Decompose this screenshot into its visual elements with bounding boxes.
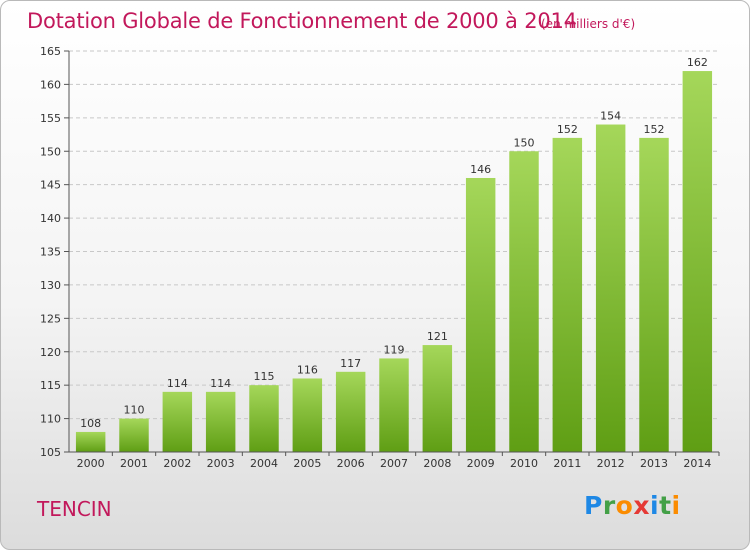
x-tick-label: 2002 bbox=[163, 457, 191, 470]
x-tick-label: 2010 bbox=[510, 457, 538, 470]
bar-2004 bbox=[249, 385, 279, 452]
data-label: 116 bbox=[297, 363, 318, 376]
x-tick-label: 2012 bbox=[597, 457, 625, 470]
y-tick-label: 110 bbox=[40, 413, 61, 426]
data-label: 146 bbox=[470, 163, 491, 176]
y-tick-label: 125 bbox=[40, 312, 61, 325]
data-labels: 108 110 114 114 115 116 117 119 121 146 150 152 154 1… bbox=[80, 56, 708, 430]
y-tick-labels: 105 110 115 120 125 130 135 140 145 150 155 160 165 bbox=[40, 45, 69, 459]
data-label: 121 bbox=[427, 330, 448, 343]
x-tick-label: 2006 bbox=[337, 457, 365, 470]
y-tick-label: 130 bbox=[40, 279, 61, 292]
x-tick-label: 2004 bbox=[250, 457, 278, 470]
x-tick-label: 2009 bbox=[467, 457, 495, 470]
logo-letter: P bbox=[584, 491, 603, 520]
x-tick-label: 2013 bbox=[640, 457, 668, 470]
bar-2000 bbox=[75, 431, 106, 452]
x-tick-label: 2001 bbox=[120, 457, 148, 470]
x-tick-label: 2000 bbox=[77, 457, 105, 470]
bar-2006 bbox=[335, 371, 366, 452]
y-tick-label: 155 bbox=[40, 112, 61, 125]
bar-2008 bbox=[422, 345, 453, 452]
data-label: 119 bbox=[384, 343, 405, 356]
logo-letter: i bbox=[671, 491, 681, 520]
data-label: 154 bbox=[600, 110, 621, 123]
x-tick-label: 2005 bbox=[293, 457, 321, 470]
logo-letter: x bbox=[633, 491, 650, 520]
logo-letter: i bbox=[650, 491, 660, 520]
data-label: 117 bbox=[340, 357, 361, 370]
y-tick-label: 105 bbox=[40, 446, 61, 459]
y-tick-label: 150 bbox=[40, 145, 61, 158]
data-label: 110 bbox=[124, 404, 145, 417]
chart-subtitle: (en milliers d'€) bbox=[541, 17, 636, 31]
data-label: 114 bbox=[167, 377, 188, 390]
bar-2012 bbox=[595, 124, 626, 453]
x-tick-labels: 2000 2001 2002 2003 2004 2005 2006 2007 2008 2009… bbox=[77, 457, 712, 470]
y-tick-label: 160 bbox=[40, 78, 61, 91]
data-label: 162 bbox=[687, 56, 708, 69]
data-label: 152 bbox=[644, 123, 665, 136]
bar-2014 bbox=[682, 71, 713, 453]
proxiti-logo: Proxiti bbox=[584, 491, 681, 520]
bar-2007 bbox=[379, 358, 409, 452]
data-label: 150 bbox=[514, 136, 535, 149]
bar-2011 bbox=[552, 137, 583, 452]
commune-name: TENCIN bbox=[37, 497, 112, 521]
data-label: 115 bbox=[254, 370, 275, 383]
x-tick-label: 2007 bbox=[380, 457, 408, 470]
bar-2010 bbox=[509, 151, 539, 452]
bar-2003 bbox=[205, 391, 236, 452]
bars bbox=[75, 71, 713, 453]
y-tick-label: 140 bbox=[40, 212, 61, 225]
logo-letter: t bbox=[659, 491, 672, 520]
x-tick-label: 2003 bbox=[207, 457, 235, 470]
bar-2005 bbox=[292, 378, 323, 452]
logo-letter: r bbox=[602, 491, 616, 520]
x-tick-label: 2014 bbox=[683, 457, 711, 470]
data-label: 152 bbox=[557, 123, 578, 136]
chart-title: Dotation Globale de Fonctionnement de 20… bbox=[27, 9, 577, 33]
y-tick-label: 165 bbox=[40, 45, 61, 58]
y-tick-label: 120 bbox=[40, 346, 61, 359]
bar-2001 bbox=[119, 418, 149, 452]
bar-2013 bbox=[639, 137, 669, 452]
x-tick-label: 2011 bbox=[553, 457, 581, 470]
y-tick-label: 115 bbox=[40, 379, 61, 392]
bar-2002 bbox=[162, 391, 193, 452]
logo-letter: o bbox=[615, 491, 634, 520]
bar-2009 bbox=[465, 177, 496, 452]
data-label: 108 bbox=[80, 417, 101, 430]
data-label: 114 bbox=[210, 377, 231, 390]
x-tick-label: 2008 bbox=[423, 457, 451, 470]
y-tick-label: 135 bbox=[40, 246, 61, 259]
y-tick-label: 145 bbox=[40, 179, 61, 192]
